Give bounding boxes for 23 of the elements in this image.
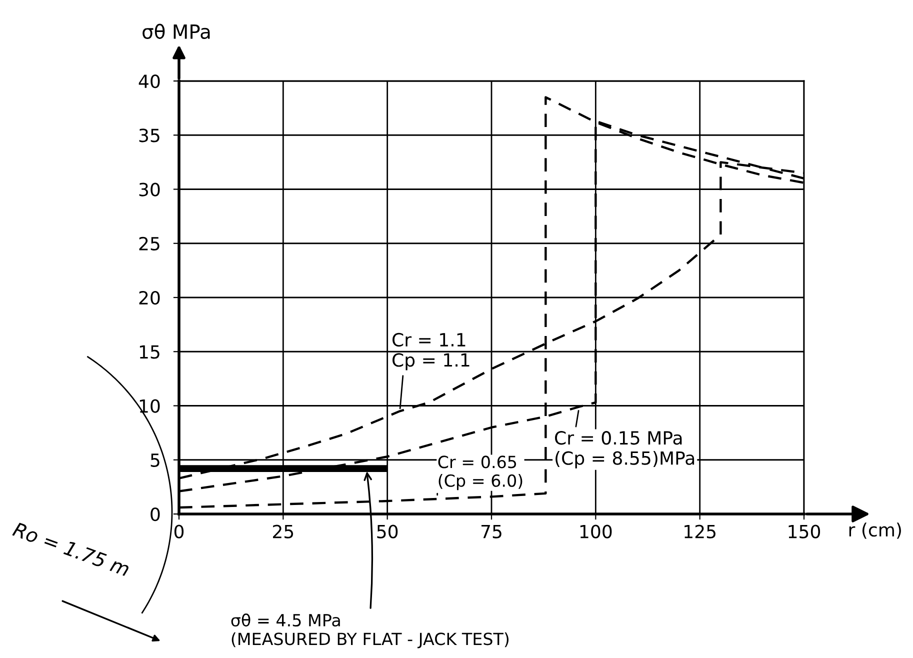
y-tick-label: 40 [138, 74, 160, 88]
x-tick-label: 150 [788, 524, 820, 538]
y-tick-label: 15 [140, 345, 160, 359]
x-tick-label: 0 [174, 524, 184, 538]
annotation: σθ = 4.5 MPa (MEASURED BY FLAT - JACK TEST) [231, 614, 509, 648]
x-tick-label: 75 [481, 524, 502, 538]
y-axis-title: σθ MPa [142, 24, 210, 40]
x-tick-label: 25 [273, 524, 294, 538]
annotation: Cr = 0.15 MPa (Cp = 8.55)MPa [555, 431, 694, 468]
y-tick-label: 25 [139, 236, 160, 250]
x-tick-label: 100 [580, 524, 612, 538]
text: Ro = 1.75 m [12, 522, 130, 577]
x-tick-label: 125 [684, 524, 716, 538]
y-tick-label: 35 [139, 128, 160, 142]
x-axis-title: r (cm) [849, 522, 901, 539]
y-tick-label: 20 [139, 290, 160, 305]
y-tick-label: 0 [150, 507, 160, 522]
x-tick-label: 50 [377, 524, 398, 538]
y-tick-label: 5 [150, 454, 160, 467]
annotation: Cr = 0.65 (Cp = 6.0) [438, 456, 522, 490]
y-tick-label: 30 [139, 182, 160, 196]
y-tick-label: 10 [140, 399, 160, 413]
annotation: Cr = 1.1 Cp = 1.1 [392, 332, 470, 370]
